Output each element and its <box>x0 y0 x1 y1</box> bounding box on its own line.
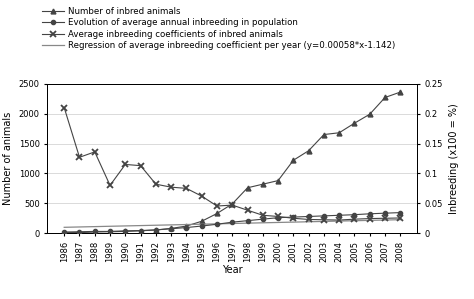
Y-axis label: Number of animals: Number of animals <box>3 112 13 205</box>
X-axis label: Year: Year <box>222 265 243 275</box>
Y-axis label: Inbreeding (x100 = %): Inbreeding (x100 = %) <box>449 103 459 214</box>
Legend: Number of inbred animals, Evolution of average annual inbreeding in population, : Number of inbred animals, Evolution of a… <box>42 7 395 50</box>
